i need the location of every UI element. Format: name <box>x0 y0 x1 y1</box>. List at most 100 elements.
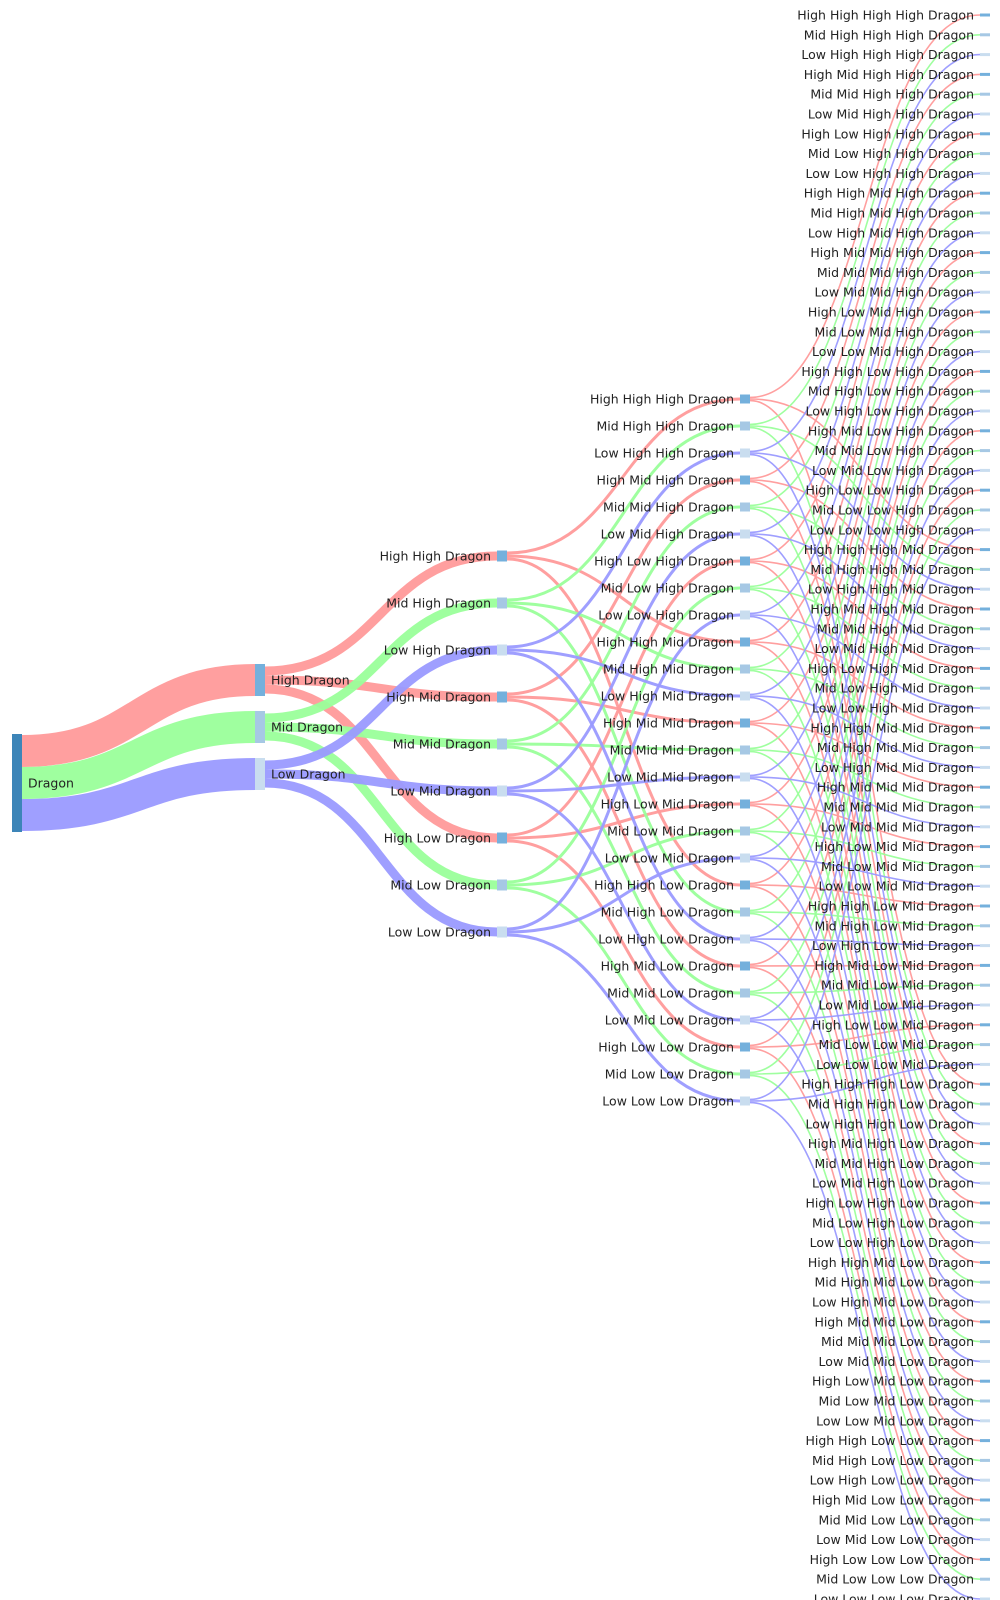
node-low-high-low-low-dragon <box>980 1478 990 1482</box>
link-low-low-low-dragon <box>506 933 741 1103</box>
label-high-high-low-dragon: High High Low Dragon <box>594 878 734 893</box>
link-low-mid-low-low-dragon <box>749 1020 981 1541</box>
link-low-mid-mid-mid-dragon <box>749 776 981 828</box>
link-high-high-high-mid-dragon <box>749 398 981 551</box>
node-high-mid-high-high-dragon <box>980 72 990 76</box>
link-high-low-mid-low-dragon <box>749 804 981 1382</box>
link-low-low-high-mid-dragon <box>749 614 981 709</box>
label-low-mid-low-dragon: Low Mid Low Dragon <box>605 1013 734 1028</box>
label-high-high-high-high-dragon: High High High High Dragon <box>797 8 974 23</box>
link-mid-high-high-low-dragon <box>749 426 981 1105</box>
node-high-mid-dragon <box>497 691 507 703</box>
label-low-mid-dragon: Low Mid Dragon <box>390 784 491 799</box>
node-high-low-mid-low-dragon <box>980 1379 990 1383</box>
node-low-high-low-high-dragon <box>980 409 990 413</box>
link-low-high-high-low-dragon <box>749 453 981 1125</box>
link-mid-mid-high-dragon <box>506 505 741 743</box>
node-low-high-mid-high-dragon <box>980 231 990 235</box>
label-mid-high-high-high-dragon: Mid High High High Dragon <box>804 27 974 42</box>
label-low-mid-high-mid-dragon: Low Mid High Mid Dragon <box>814 641 974 656</box>
link-high-mid-mid-low-dragon <box>749 723 981 1323</box>
link-high-high-dragon <box>264 551 498 676</box>
label-high-low-mid-high-dragon: High Low Mid High Dragon <box>808 305 974 320</box>
link-high-mid-mid-high-dragon <box>749 251 981 723</box>
node-low-mid-high-low-dragon <box>980 1181 990 1185</box>
node-mid-mid-mid-high-dragon <box>980 270 990 274</box>
label-low-low-low-low-dragon: Low Low Low Low Dragon <box>814 1592 974 1600</box>
node-high-mid-mid-dragon <box>740 718 750 728</box>
link-mid-low-low-low-dragon <box>749 1074 981 1580</box>
node-high-high-high-dragon <box>740 394 750 404</box>
node-dragon <box>12 734 22 832</box>
link-high-mid-high-high-dragon <box>749 73 981 480</box>
link-mid-mid-low-low-dragon <box>749 993 981 1521</box>
node-low-low-low-low-dragon <box>980 1597 990 1600</box>
label-low-high-dragon: Low High Dragon <box>384 643 491 658</box>
link-mid-high-high-mid-dragon <box>749 425 981 571</box>
node-high-low-mid-high-dragon <box>980 310 990 314</box>
node-mid-mid-low-low-dragon <box>980 1518 990 1522</box>
label-high-high-low-high-dragon: High High Low High Dragon <box>801 364 974 379</box>
label-high-dragon: High Dragon <box>271 673 350 688</box>
node-mid-high-low-mid-dragon <box>980 924 990 928</box>
node-high-low-high-mid-dragon <box>980 666 990 670</box>
label-high-mid-low-high-dragon: High Mid Low High Dragon <box>808 423 974 438</box>
label-high-mid-high-dragon: High Mid High Dragon <box>597 473 735 488</box>
link-low-high-high-mid-dragon <box>749 452 981 590</box>
label-low-mid-low-high-dragon: Low Mid Low High Dragon <box>812 463 974 478</box>
node-high-low-high-high-dragon <box>980 132 990 136</box>
label-mid-mid-high-high-dragon: Mid Mid High High Dragon <box>810 87 974 102</box>
link-low-mid-high-low-dragon <box>749 534 981 1184</box>
link-low-low-dragon <box>264 778 498 937</box>
link-low-mid-mid-low-dragon <box>749 777 981 1363</box>
label-mid-high-mid-low-dragon: Mid High Mid Low Dragon <box>814 1275 974 1290</box>
label-low-mid-low-low-dragon: Low Mid Low Low Dragon <box>816 1532 974 1547</box>
link-low-low-low-high-dragon <box>749 529 981 1101</box>
link-low-high-mid-high-dragon <box>749 232 981 696</box>
node-high-mid-low-high-dragon <box>980 429 990 433</box>
node-mid-low-mid-dragon <box>740 826 750 836</box>
link-mid-high-low-mid-dragon <box>749 911 981 927</box>
node-mid-mid-high-low-dragon <box>980 1161 990 1165</box>
node-high-low-low-high-dragon <box>980 488 990 492</box>
node-low-mid-low-high-dragon <box>980 468 990 472</box>
label-mid-mid-high-low-dragon: Mid Mid High Low Dragon <box>814 1156 974 1171</box>
label-mid-low-high-dragon: Mid Low High Dragon <box>601 581 734 596</box>
node-mid-low-high-dragon <box>740 583 750 593</box>
label-mid-low-mid-mid-dragon: Mid Low Mid Mid Dragon <box>821 859 974 874</box>
node-mid-high-mid-high-dragon <box>980 211 990 215</box>
link-mid-dragon <box>21 711 256 799</box>
label-high-mid-high-mid-dragon: High Mid High Mid Dragon <box>810 602 974 617</box>
node-high-high-mid-mid-dragon <box>980 726 990 730</box>
node-high-high-high-high-dragon <box>980 13 990 17</box>
node-mid-mid-low-mid-dragon <box>980 983 990 987</box>
link-high-high-mid-high-dragon <box>749 192 981 642</box>
link-high-high-low-low-dragon <box>749 885 981 1442</box>
link-mid-high-high-high-dragon <box>749 34 981 426</box>
label-low-mid-low-mid-dragon: Low Mid Low Mid Dragon <box>819 998 974 1013</box>
label-mid-mid-mid-high-dragon: Mid Mid Mid High Dragon <box>817 265 974 280</box>
node-low-high-mid-mid-dragon <box>980 765 990 769</box>
node-low-low-dragon <box>497 926 507 938</box>
link-mid-mid-mid-high-dragon <box>749 271 981 750</box>
node-low-high-high-low-dragon <box>980 1122 990 1126</box>
label-high-low-high-high-dragon: High Low High High Dragon <box>801 126 974 141</box>
node-mid-low-dragon <box>497 879 507 891</box>
node-low-high-dragon <box>497 644 507 656</box>
link-low-mid-mid-dragon <box>506 775 741 793</box>
label-mid-high-dragon: Mid High Dragon <box>386 596 491 611</box>
node-high-high-dragon <box>497 550 507 562</box>
link-low-high-low-high-dragon <box>749 410 981 939</box>
nodes <box>12 13 990 1600</box>
node-mid-high-mid-dragon <box>740 664 750 674</box>
label-high-high-low-mid-dragon: High High Low Mid Dragon <box>808 899 974 914</box>
link-high-low-mid-high-dragon <box>749 311 981 804</box>
label-mid-high-mid-dragon: Mid High Mid Dragon <box>603 662 734 677</box>
label-mid-dragon: Mid Dragon <box>271 720 343 735</box>
node-high-low-dragon <box>497 832 507 844</box>
label-high-mid-high-high-dragon: High Mid High High Dragon <box>804 67 974 82</box>
label-mid-low-mid-low-dragon: Mid Low Mid Low Dragon <box>819 1394 974 1409</box>
label-mid-mid-high-dragon: Mid Mid High Dragon <box>603 500 734 515</box>
label-mid-low-dragon: Mid Low Dragon <box>390 878 491 893</box>
